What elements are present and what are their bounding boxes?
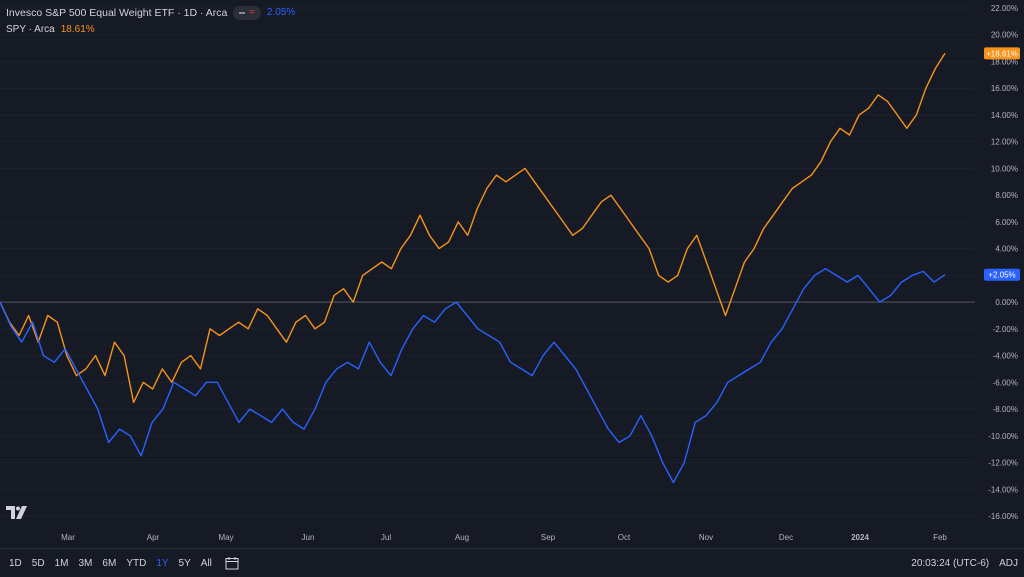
svg-text:+18.61%: +18.61% <box>986 49 1018 58</box>
range-button-3m[interactable]: 3M <box>78 557 93 569</box>
y-tick-label: 0.00% <box>995 298 1018 307</box>
y-tick-label: 22.00% <box>991 4 1018 13</box>
y-tick-label: -8.00% <box>993 405 1018 414</box>
x-tick-label: Nov <box>699 533 713 542</box>
x-tick-label: Dec <box>779 533 793 542</box>
y-tick-label: -12.00% <box>988 459 1018 468</box>
y-tick-label: 20.00% <box>991 31 1018 40</box>
y-tick-label: 4.00% <box>995 245 1018 254</box>
spy-series-value: 18.61% <box>60 24 95 35</box>
x-tick-label: Sep <box>541 533 556 542</box>
spy-series-line[interactable] <box>0 52 946 404</box>
adj-toggle[interactable]: ADJ <box>999 557 1018 569</box>
y-tick-label: -10.00% <box>988 432 1018 441</box>
x-tick-label: Jun <box>302 533 315 542</box>
x-tick-label: Mar <box>61 533 75 542</box>
x-tick-label: 2024 <box>851 533 869 542</box>
y-tick-label: -6.00% <box>993 378 1018 387</box>
main-price-tag: +2.05% <box>984 268 1020 281</box>
svg-text:+2.05%: +2.05% <box>988 271 1015 280</box>
y-tick-label: 14.00% <box>991 111 1018 120</box>
y-tick-label: 10.00% <box>991 164 1018 173</box>
y-tick-label: 8.00% <box>995 191 1018 200</box>
series-controls[interactable]: ≈ <box>233 5 261 20</box>
range-button-1y[interactable]: 1Y <box>156 557 169 569</box>
y-tick-label: 16.00% <box>991 84 1018 93</box>
settings-icon[interactable]: ≈ <box>249 6 255 18</box>
x-tick-label: Apr <box>147 533 160 542</box>
x-tick-label: Feb <box>933 533 947 542</box>
range-button-all[interactable]: All <box>200 557 212 569</box>
y-tick-label: -14.00% <box>988 485 1018 494</box>
x-tick-label: Jul <box>381 533 391 542</box>
x-tick-label: Oct <box>618 533 631 542</box>
main-series-value: 2.05% <box>266 7 296 18</box>
range-button-6m[interactable]: 6M <box>102 557 117 569</box>
clock-time[interactable]: 20:03:24 (UTC-6) <box>911 557 990 569</box>
main-series-line[interactable] <box>0 268 946 484</box>
tradingview-logo-icon[interactable] <box>6 506 28 525</box>
x-tick-label: May <box>218 533 233 542</box>
y-tick-label: -16.00% <box>988 512 1018 521</box>
range-button-5y[interactable]: 5Y <box>178 557 191 569</box>
range-button-5d[interactable]: 5D <box>31 557 45 569</box>
range-button-1m[interactable]: 1M <box>54 557 69 569</box>
range-button-ytd[interactable]: YTD <box>126 557 147 569</box>
y-tick-label: 12.00% <box>991 138 1018 147</box>
spy-price-tag: +18.61% <box>984 47 1020 60</box>
y-tick-label: 18.00% <box>991 57 1018 66</box>
spy-series-title: SPY · Arca <box>6 24 55 35</box>
main-series-title: Invesco S&P 500 Equal Weight ETF · 1D · … <box>6 6 228 19</box>
visibility-icon[interactable] <box>239 11 246 14</box>
chart-legend: Invesco S&P 500 Equal Weight ETF · 1D · … <box>6 4 295 38</box>
bottom-toolbar: 1D 5D 1M 3M 6M YTD 1Y 5Y All 20:03:24 (UTC-6) AD… <box>0 548 1024 577</box>
range-button-1d[interactable]: 1D <box>9 557 22 569</box>
calendar-icon[interactable] <box>225 556 239 570</box>
x-tick-label: Aug <box>455 533 469 542</box>
y-tick-label: -4.00% <box>993 352 1018 361</box>
y-tick-label: 6.00% <box>995 218 1018 227</box>
chart-area[interactable]: 22.00% 20.00% 18.00% 16.00% 14.00% 12.00% 10.0… <box>0 0 1024 548</box>
chart-svg[interactable]: 22.00% 20.00% 18.00% 16.00% 14.00% 12.00% 10.0… <box>0 0 1024 548</box>
y-tick-label: -2.00% <box>993 325 1018 334</box>
range-selector: 1D 5D 1M 3M 6M YTD 1Y 5Y All <box>4 558 217 569</box>
